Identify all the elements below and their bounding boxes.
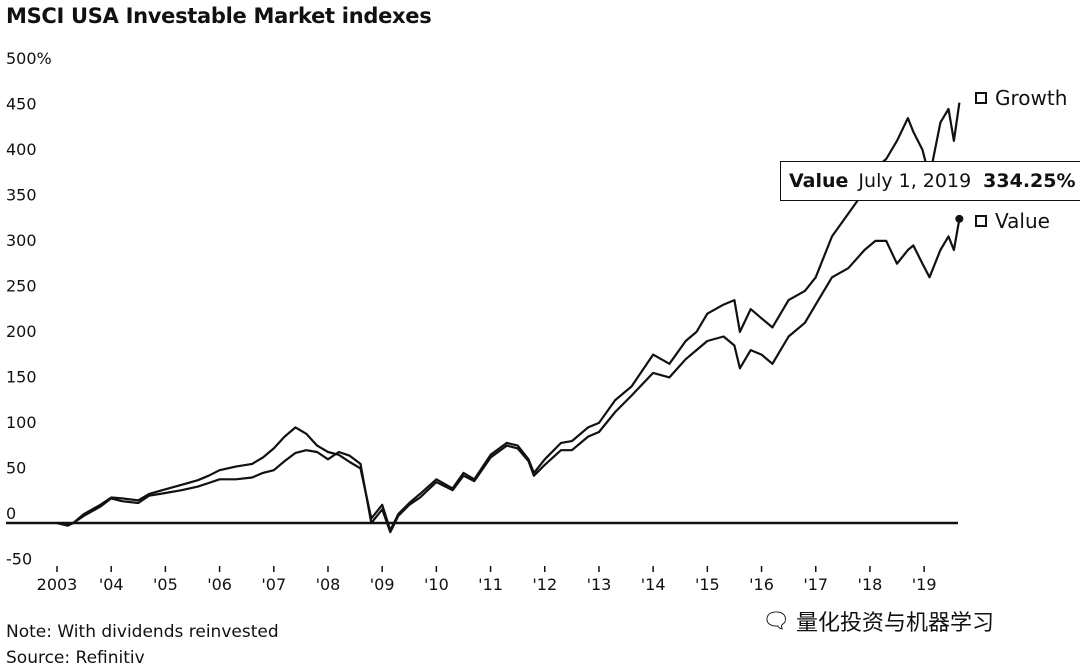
- x-tick-label: '04: [99, 575, 124, 594]
- hover-tooltip: Value July 1, 2019 334.25%: [780, 161, 1080, 201]
- legend-growth-swatch: [975, 92, 987, 104]
- tooltip-value: 334.25%: [983, 170, 1076, 192]
- legend-growth-label: Growth: [995, 86, 1068, 110]
- x-tick-label: 2003: [37, 575, 78, 594]
- y-tick-label: 250: [6, 277, 37, 296]
- x-tick-label: '12: [532, 575, 557, 594]
- footnote: Note: With dividends reinvested: [6, 622, 279, 642]
- y-tick-label: 200: [6, 322, 37, 341]
- legend-value-label: Value: [995, 209, 1050, 233]
- y-tick-label: 150: [6, 368, 37, 387]
- watermark: 🗨 量化投资与机器学习: [762, 605, 994, 637]
- x-tick-label: '11: [478, 575, 503, 594]
- y-tick-label: 500%: [6, 49, 52, 68]
- y-tick-label: 0: [6, 504, 16, 523]
- y-tick-label: 350: [6, 186, 37, 205]
- series-line-growth: [56, 102, 961, 532]
- x-tick-label: '07: [261, 575, 286, 594]
- x-tick-label: '10: [424, 575, 449, 594]
- y-tick-label: 400: [6, 140, 37, 159]
- tooltip-date: July 1, 2019: [858, 170, 972, 192]
- x-tick-label: '19: [912, 575, 937, 594]
- y-tick-label: 50: [6, 459, 26, 478]
- chart-title: MSCI USA Investable Market indexes: [6, 4, 432, 28]
- legend-growth[interactable]: Growth: [975, 86, 1067, 110]
- x-tick-label: '16: [749, 575, 774, 594]
- x-tick-label: '18: [858, 575, 883, 594]
- x-tick-label: '13: [587, 575, 612, 594]
- tooltip-series: Value: [789, 170, 849, 192]
- legend-value-swatch: [975, 215, 987, 227]
- x-tick-label: '09: [370, 575, 395, 594]
- x-tick-label: '05: [153, 575, 178, 594]
- x-tick-label: '15: [695, 575, 720, 594]
- wechat-icon: 🗨: [762, 608, 790, 634]
- x-tick-label: '17: [803, 575, 828, 594]
- series-line-value: [56, 218, 961, 534]
- y-tick-label: -50: [6, 550, 32, 569]
- x-tick-label: '08: [316, 575, 341, 594]
- value-hover-point: [955, 214, 964, 223]
- y-tick-label: 450: [6, 95, 37, 114]
- y-tick-label: 100: [6, 413, 37, 432]
- watermark-text: 量化投资与机器学习: [795, 611, 994, 636]
- y-tick-label: 300: [6, 231, 37, 250]
- x-tick-label: '06: [207, 575, 232, 594]
- x-tick-label: '14: [641, 575, 666, 594]
- legend-value[interactable]: Value: [975, 209, 1050, 233]
- source-note: Source: Refinitiv: [6, 648, 145, 668]
